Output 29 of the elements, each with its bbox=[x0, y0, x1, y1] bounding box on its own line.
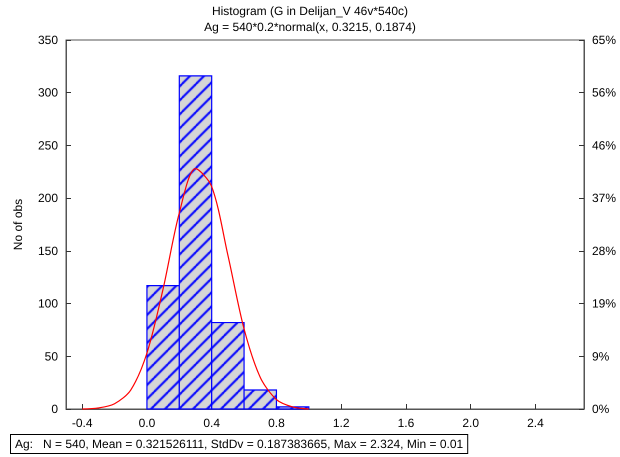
y-axis-title: No of obs bbox=[11, 198, 25, 250]
x-tick-label: 0.4 bbox=[203, 416, 220, 430]
y-tick-label: 300 bbox=[38, 86, 58, 100]
y-tick-label: 250 bbox=[38, 138, 58, 152]
y2-tick-label: 46% bbox=[592, 138, 616, 152]
y-tick-label: 150 bbox=[38, 244, 58, 258]
x-tick-label: 1.2 bbox=[332, 416, 350, 430]
y2-tick-label: 65% bbox=[592, 33, 616, 47]
x-tick-label: 2.4 bbox=[527, 416, 544, 430]
y2-tick-label: 28% bbox=[592, 244, 616, 258]
y-tick-label: 350 bbox=[38, 33, 58, 47]
chart-title: Histogram (G in Delijan_V 46v*540c) bbox=[212, 4, 408, 18]
y2-tick-label: 19% bbox=[592, 296, 616, 311]
x-tick-label: 2.0 bbox=[462, 416, 480, 430]
chart-subtitle: Ag = 540*0.2*normal(x, 0.3215, 0.1874) bbox=[204, 20, 416, 34]
y2-tick-label: 56% bbox=[592, 86, 616, 100]
x-tick-label: -0.4 bbox=[72, 416, 93, 430]
y-tick-label: 50 bbox=[44, 349, 58, 364]
x-tick-label: 1.6 bbox=[398, 416, 415, 430]
y-tick-label: 0 bbox=[51, 402, 58, 416]
y-tick-label: 100 bbox=[38, 296, 58, 311]
x-tick-label: 0.8 bbox=[268, 416, 286, 430]
y2-tick-label: 37% bbox=[592, 191, 616, 206]
y2-tick-label: 0% bbox=[592, 402, 610, 416]
x-tick-label: 0.0 bbox=[138, 416, 156, 430]
text: Ag: N = 540, Mean = 0.321526111, StdDv = 0.187383665, Max = 2.324, Min = 0.01 bbox=[15, 437, 464, 451]
y-tick-label: 200 bbox=[38, 191, 58, 206]
line-series bbox=[82, 168, 310, 410]
y2-tick-label: 9% bbox=[592, 349, 610, 364]
